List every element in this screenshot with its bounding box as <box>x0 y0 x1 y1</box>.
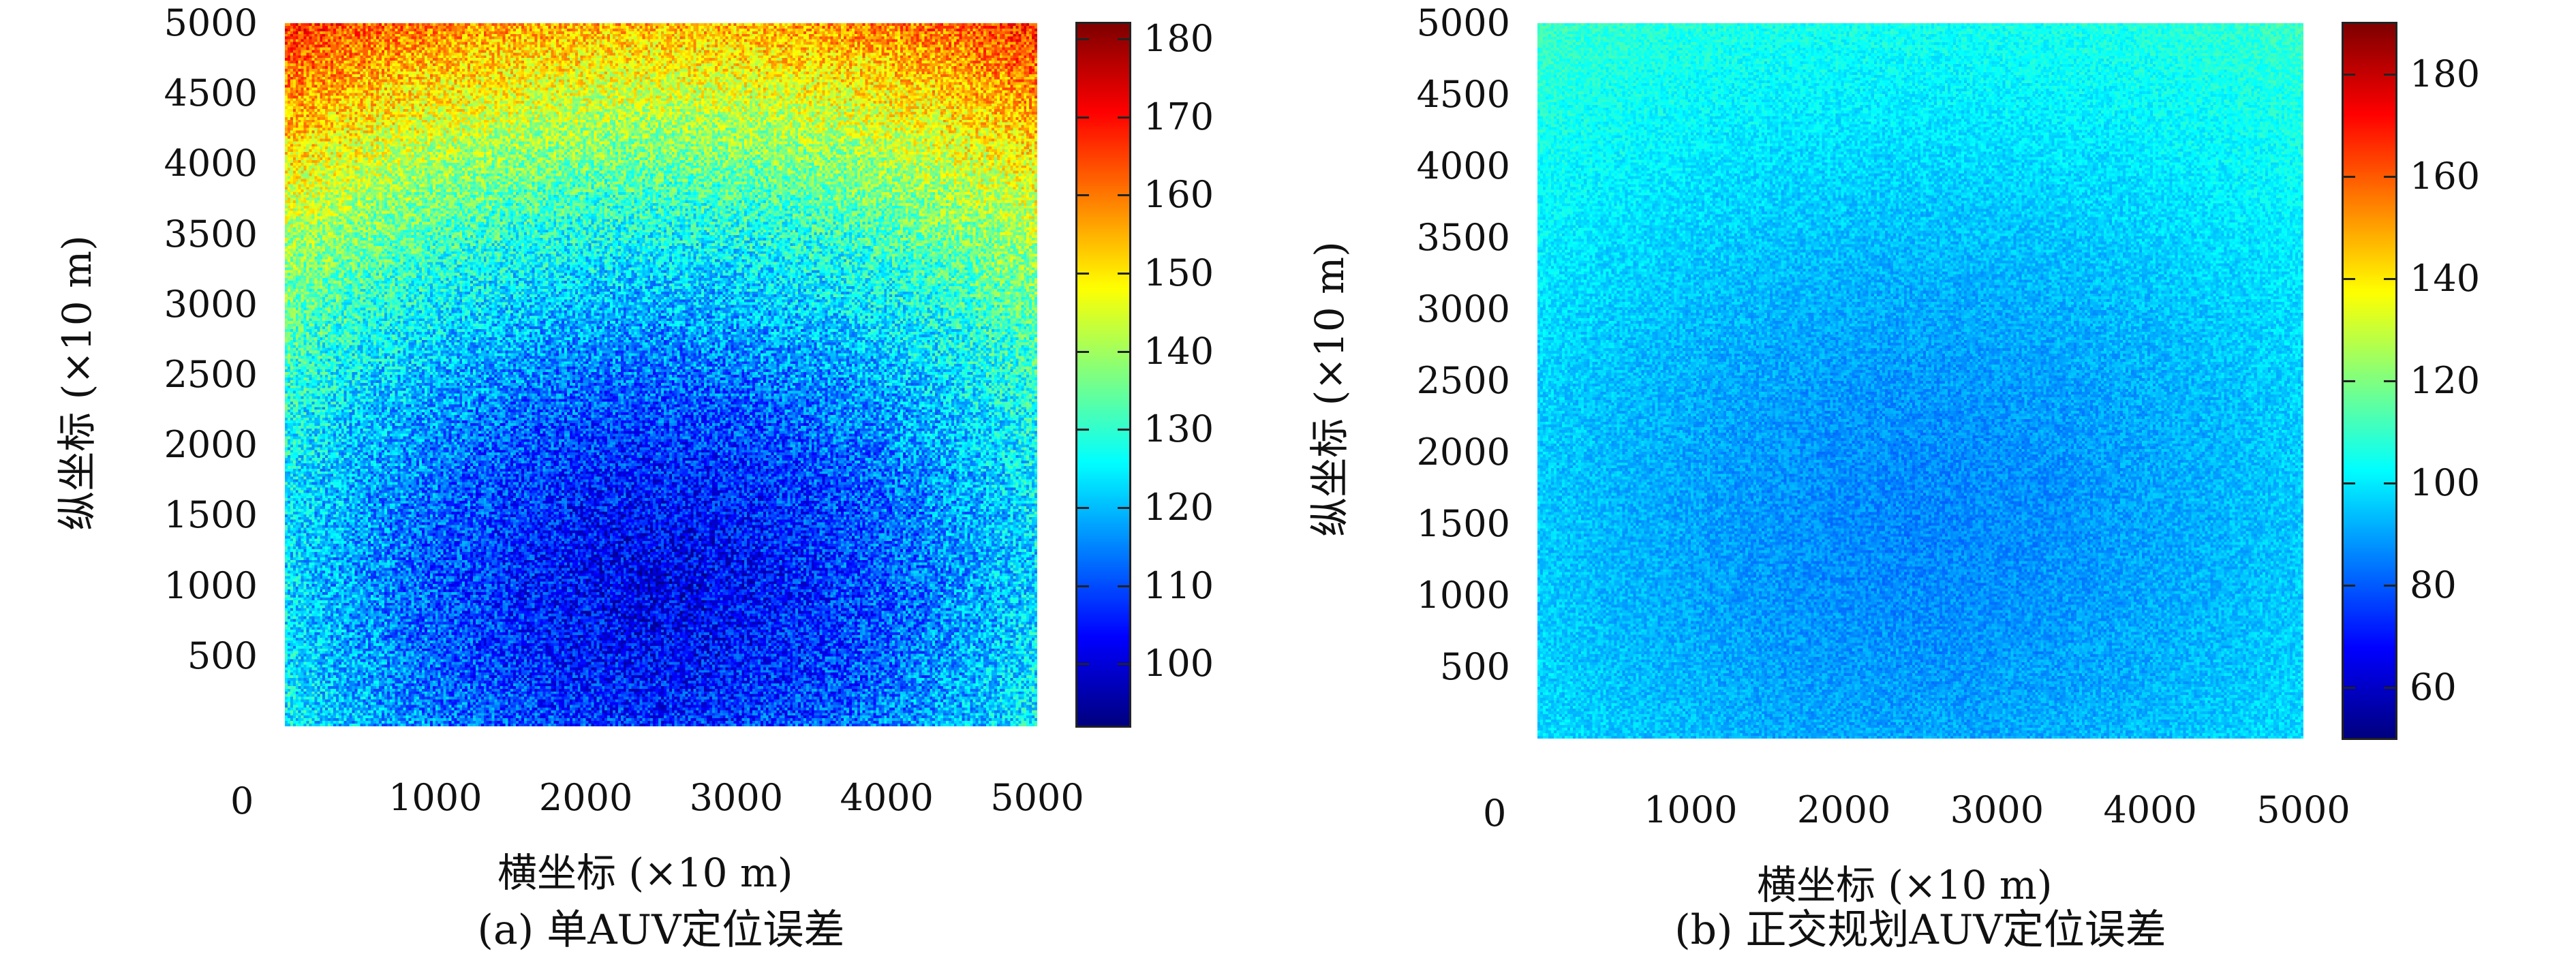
colorbar-tick-label: 140 <box>2410 257 2481 300</box>
y-tick-label: 5000 <box>1416 1 1510 44</box>
colorbar-tick-mark <box>2343 687 2355 689</box>
y-tick-label: 500 <box>1439 645 1510 688</box>
colorbar-tick-label: 130 <box>1144 407 1214 451</box>
y-tick-label: 3000 <box>1416 288 1510 330</box>
colorbar-tick-mark <box>1077 585 1089 587</box>
colorbar-tick-label: 140 <box>1144 329 1214 373</box>
y-tick-label: 2000 <box>1416 431 1510 474</box>
colorbar-tick-mark <box>1077 37 1089 40</box>
origin-label-a: 0 <box>230 779 254 822</box>
x-tick-label: 4000 <box>2103 788 2197 831</box>
origin-label-b: 0 <box>1483 792 1507 835</box>
colorbar-tick-label: 120 <box>1144 485 1214 529</box>
colorbar-tick-mark <box>1118 37 1130 40</box>
colorbar-tick-mark <box>1077 663 1089 666</box>
y-tick-label: 2000 <box>164 423 258 467</box>
colorbar-tick-label: 180 <box>2410 52 2481 95</box>
y-tick-label: 4500 <box>1416 73 1510 116</box>
caption-a: (a) 单AUV定位误差 <box>477 906 845 954</box>
colorbar-tick-mark <box>2343 278 2355 280</box>
colorbar-tick-label: 150 <box>1144 251 1214 294</box>
y-tick-label: 3000 <box>164 282 258 326</box>
y-tick-label: 1000 <box>1416 574 1510 617</box>
y-axis-title-b: 纵坐标 (×10 m) <box>1306 241 1353 537</box>
x-tick-label: 1000 <box>1644 788 1738 831</box>
colorbar-tick-label: 120 <box>2410 359 2481 402</box>
colorbar-tick-mark <box>1118 506 1130 509</box>
panel-a: 500 1000 1500 2000 2500 3000 3500 4000 4500 5000 … <box>54 1 1214 955</box>
heatmap-a <box>285 23 1037 726</box>
x-tick-label: 1000 <box>388 776 482 819</box>
y-tick-label: 4500 <box>164 72 258 115</box>
y-tick-label: 1500 <box>164 493 258 537</box>
y-tick-label: 5000 <box>164 1 258 44</box>
y-tick-label: 1500 <box>1416 502 1510 545</box>
colorbar-tick-mark <box>1077 194 1089 197</box>
x-tick-label: 3000 <box>1950 788 2044 831</box>
colorbar-tick-mark <box>2384 482 2396 484</box>
colorbar-tick-mark <box>2384 380 2396 382</box>
x-tick-label: 3000 <box>689 776 784 819</box>
y-tick-label: 3500 <box>1416 216 1510 259</box>
colorbar-tick-label: 100 <box>1144 642 1214 685</box>
colorbar-tick-label: 110 <box>1144 563 1214 607</box>
colorbar-tick-mark <box>1118 194 1130 197</box>
colorbar-tick-mark <box>2343 74 2355 76</box>
y-tick-label: 4000 <box>1416 144 1510 187</box>
colorbar-tick-mark <box>1077 429 1089 431</box>
colorbar-tick-mark <box>2384 278 2396 280</box>
colorbar-tick-label: 170 <box>1144 95 1214 138</box>
colorbar-tick-mark <box>2384 176 2396 178</box>
colorbar-tick-mark <box>1077 272 1089 275</box>
x-axis-title-a: 横坐标 (×10 m) <box>497 850 793 896</box>
panel-b: 500 1000 1500 2000 2500 3000 3500 4000 4500 5000 … <box>1288 0 2576 958</box>
colorbar-tick-mark <box>2343 482 2355 484</box>
heatmap-b <box>1537 23 2303 739</box>
colorbar-tick-mark <box>2384 687 2396 689</box>
y-axis-title-a: 纵坐标 (×10 m) <box>54 235 100 531</box>
y-tick-label: 3500 <box>164 212 258 256</box>
colorbar-tick-mark <box>1118 663 1130 666</box>
colorbar-tick-mark <box>2384 585 2396 587</box>
colorbar-tick-label: 160 <box>2410 155 2481 198</box>
colorbar-tick-label: 60 <box>2410 666 2457 709</box>
colorbar-tick-mark <box>2343 176 2355 178</box>
x-tick-label: 5000 <box>2256 788 2350 831</box>
colorbar-tick-mark <box>1118 585 1130 587</box>
colorbar-tick-mark <box>1118 272 1130 275</box>
colorbar-tick-mark <box>1077 350 1089 353</box>
caption-b: (b) 正交规划AUV定位误差 <box>1674 906 2166 954</box>
y-tick-label: 2500 <box>164 353 258 396</box>
x-tick-label: 4000 <box>840 776 934 819</box>
y-tick-label: 4000 <box>164 142 258 185</box>
colorbar-tick-label: 160 <box>1144 173 1214 217</box>
colorbar-frame-b <box>2342 22 2397 740</box>
colorbar-tick-mark <box>2384 74 2396 76</box>
colorbar-tick-mark <box>2343 585 2355 587</box>
colorbar-tick-label: 80 <box>2410 563 2457 606</box>
colorbar-tick-label: 180 <box>1144 16 1214 60</box>
x-axis-title-b: 横坐标 (×10 m) <box>1757 862 2053 908</box>
x-tick-label: 2000 <box>1796 788 1891 831</box>
colorbar-tick-mark <box>2343 380 2355 382</box>
x-tick-label: 2000 <box>538 776 633 819</box>
colorbar-frame-a <box>1075 22 1131 728</box>
colorbar-tick-mark <box>1118 116 1130 119</box>
colorbar-tick-mark <box>1118 429 1130 431</box>
y-tick-label: 2500 <box>1416 359 1510 402</box>
colorbar-tick-mark <box>1077 506 1089 509</box>
y-tick-label: 1000 <box>164 563 258 607</box>
x-tick-label: 5000 <box>990 776 1084 819</box>
colorbar-tick-mark <box>1077 116 1089 119</box>
colorbar-a <box>1077 23 1130 726</box>
colorbar-tick-mark <box>1118 350 1130 353</box>
colorbar-tick-label: 100 <box>2410 461 2481 504</box>
y-tick-label: 500 <box>187 634 258 677</box>
